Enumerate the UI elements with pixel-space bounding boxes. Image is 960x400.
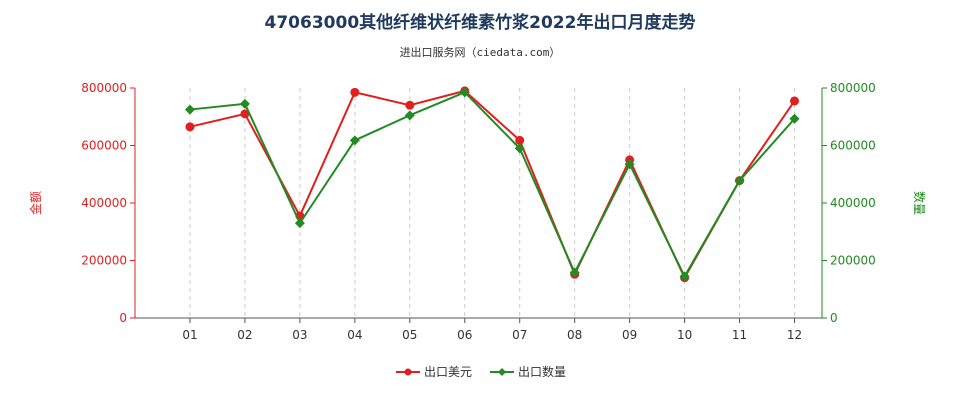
x-tick-label: 02 — [237, 328, 252, 342]
x-tick-label: 08 — [567, 328, 582, 342]
data-point — [405, 100, 415, 110]
data-point — [789, 113, 800, 124]
legend-label: 出口数量 — [518, 364, 566, 379]
left-tick-label: 600000 — [81, 139, 127, 153]
series-line — [189, 91, 796, 279]
left-tick-label: 0 — [119, 311, 127, 325]
chart-subtitle: 进出口服务网（ciedata.com） — [399, 46, 561, 59]
x-tick-label: 01 — [182, 328, 197, 342]
legend-swatch-marker — [404, 368, 412, 376]
x-tick-label: 12 — [787, 328, 802, 342]
data-point — [239, 98, 250, 109]
data-point — [185, 122, 195, 132]
data-point — [790, 96, 800, 106]
chart-title: 47063000其他纤维状纤维素竹浆2022年出口月度走势 — [264, 13, 696, 33]
x-tick-label: 03 — [292, 328, 307, 342]
x-tick-label: 09 — [622, 328, 637, 342]
data-point — [240, 109, 250, 119]
left-tick-label: 800000 — [81, 81, 127, 95]
left-tick-label: 200000 — [81, 254, 127, 268]
legend-swatch-marker — [498, 368, 506, 376]
data-point — [184, 104, 195, 115]
data-point — [514, 143, 525, 154]
series-line — [189, 89, 796, 280]
x-tick-label: 04 — [347, 328, 362, 342]
x-tick-label: 05 — [402, 328, 417, 342]
x-tick-label: 07 — [512, 328, 527, 342]
right-tick-label: 0 — [830, 311, 838, 325]
data-point — [459, 87, 470, 98]
right-axis-label: 数量 — [912, 191, 927, 215]
data-point — [294, 218, 305, 229]
data-point — [624, 159, 635, 170]
x-tick-label: 10 — [677, 328, 692, 342]
x-tick-label: 06 — [457, 328, 472, 342]
legend-label: 出口美元 — [424, 365, 472, 379]
data-point — [404, 110, 415, 121]
data-point — [350, 87, 360, 97]
data-point — [569, 267, 580, 278]
right-tick-label: 400000 — [830, 196, 876, 210]
data-point — [349, 135, 360, 146]
left-axis-label: 金额 — [28, 191, 43, 215]
data-point — [515, 135, 525, 145]
data-point — [679, 271, 690, 282]
x-tick-label: 11 — [732, 328, 747, 342]
right-tick-label: 200000 — [830, 254, 876, 268]
right-tick-label: 600000 — [830, 139, 876, 153]
data-point — [734, 175, 745, 186]
left-tick-label: 400000 — [81, 196, 127, 210]
right-tick-label: 800000 — [830, 81, 876, 95]
